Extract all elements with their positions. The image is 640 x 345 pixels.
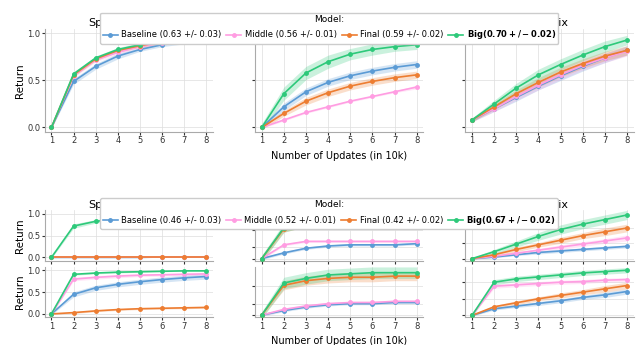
Legend: Baseline (0.46 +/- 0.03), Middle (0.52 +/- 0.01), Final (0.42 +/- 0.02), $\mathb: Baseline (0.46 +/- 0.03), Middle (0.52 +… <box>100 198 558 229</box>
Y-axis label: Return: Return <box>15 63 25 98</box>
Title: Breakout: Breakout <box>314 200 364 210</box>
X-axis label: Number of Updates (in 10k): Number of Updates (in 10k) <box>271 336 407 345</box>
Title: Breakout: Breakout <box>314 18 364 28</box>
Title: SpaceInvaders: SpaceInvaders <box>88 18 170 28</box>
Title: Asterix: Asterix <box>530 200 569 210</box>
Title: SpaceInvaders: SpaceInvaders <box>88 200 170 210</box>
X-axis label: Number of Updates (in 10k): Number of Updates (in 10k) <box>271 151 407 161</box>
Title: Asterix: Asterix <box>530 18 569 28</box>
Y-axis label: Return: Return <box>15 218 25 253</box>
Y-axis label: Return: Return <box>15 275 25 309</box>
Legend: Baseline (0.63 +/- 0.03), Middle (0.56 +/- 0.01), Final (0.59 +/- 0.02), $\mathb: Baseline (0.63 +/- 0.03), Middle (0.56 +… <box>100 13 558 44</box>
